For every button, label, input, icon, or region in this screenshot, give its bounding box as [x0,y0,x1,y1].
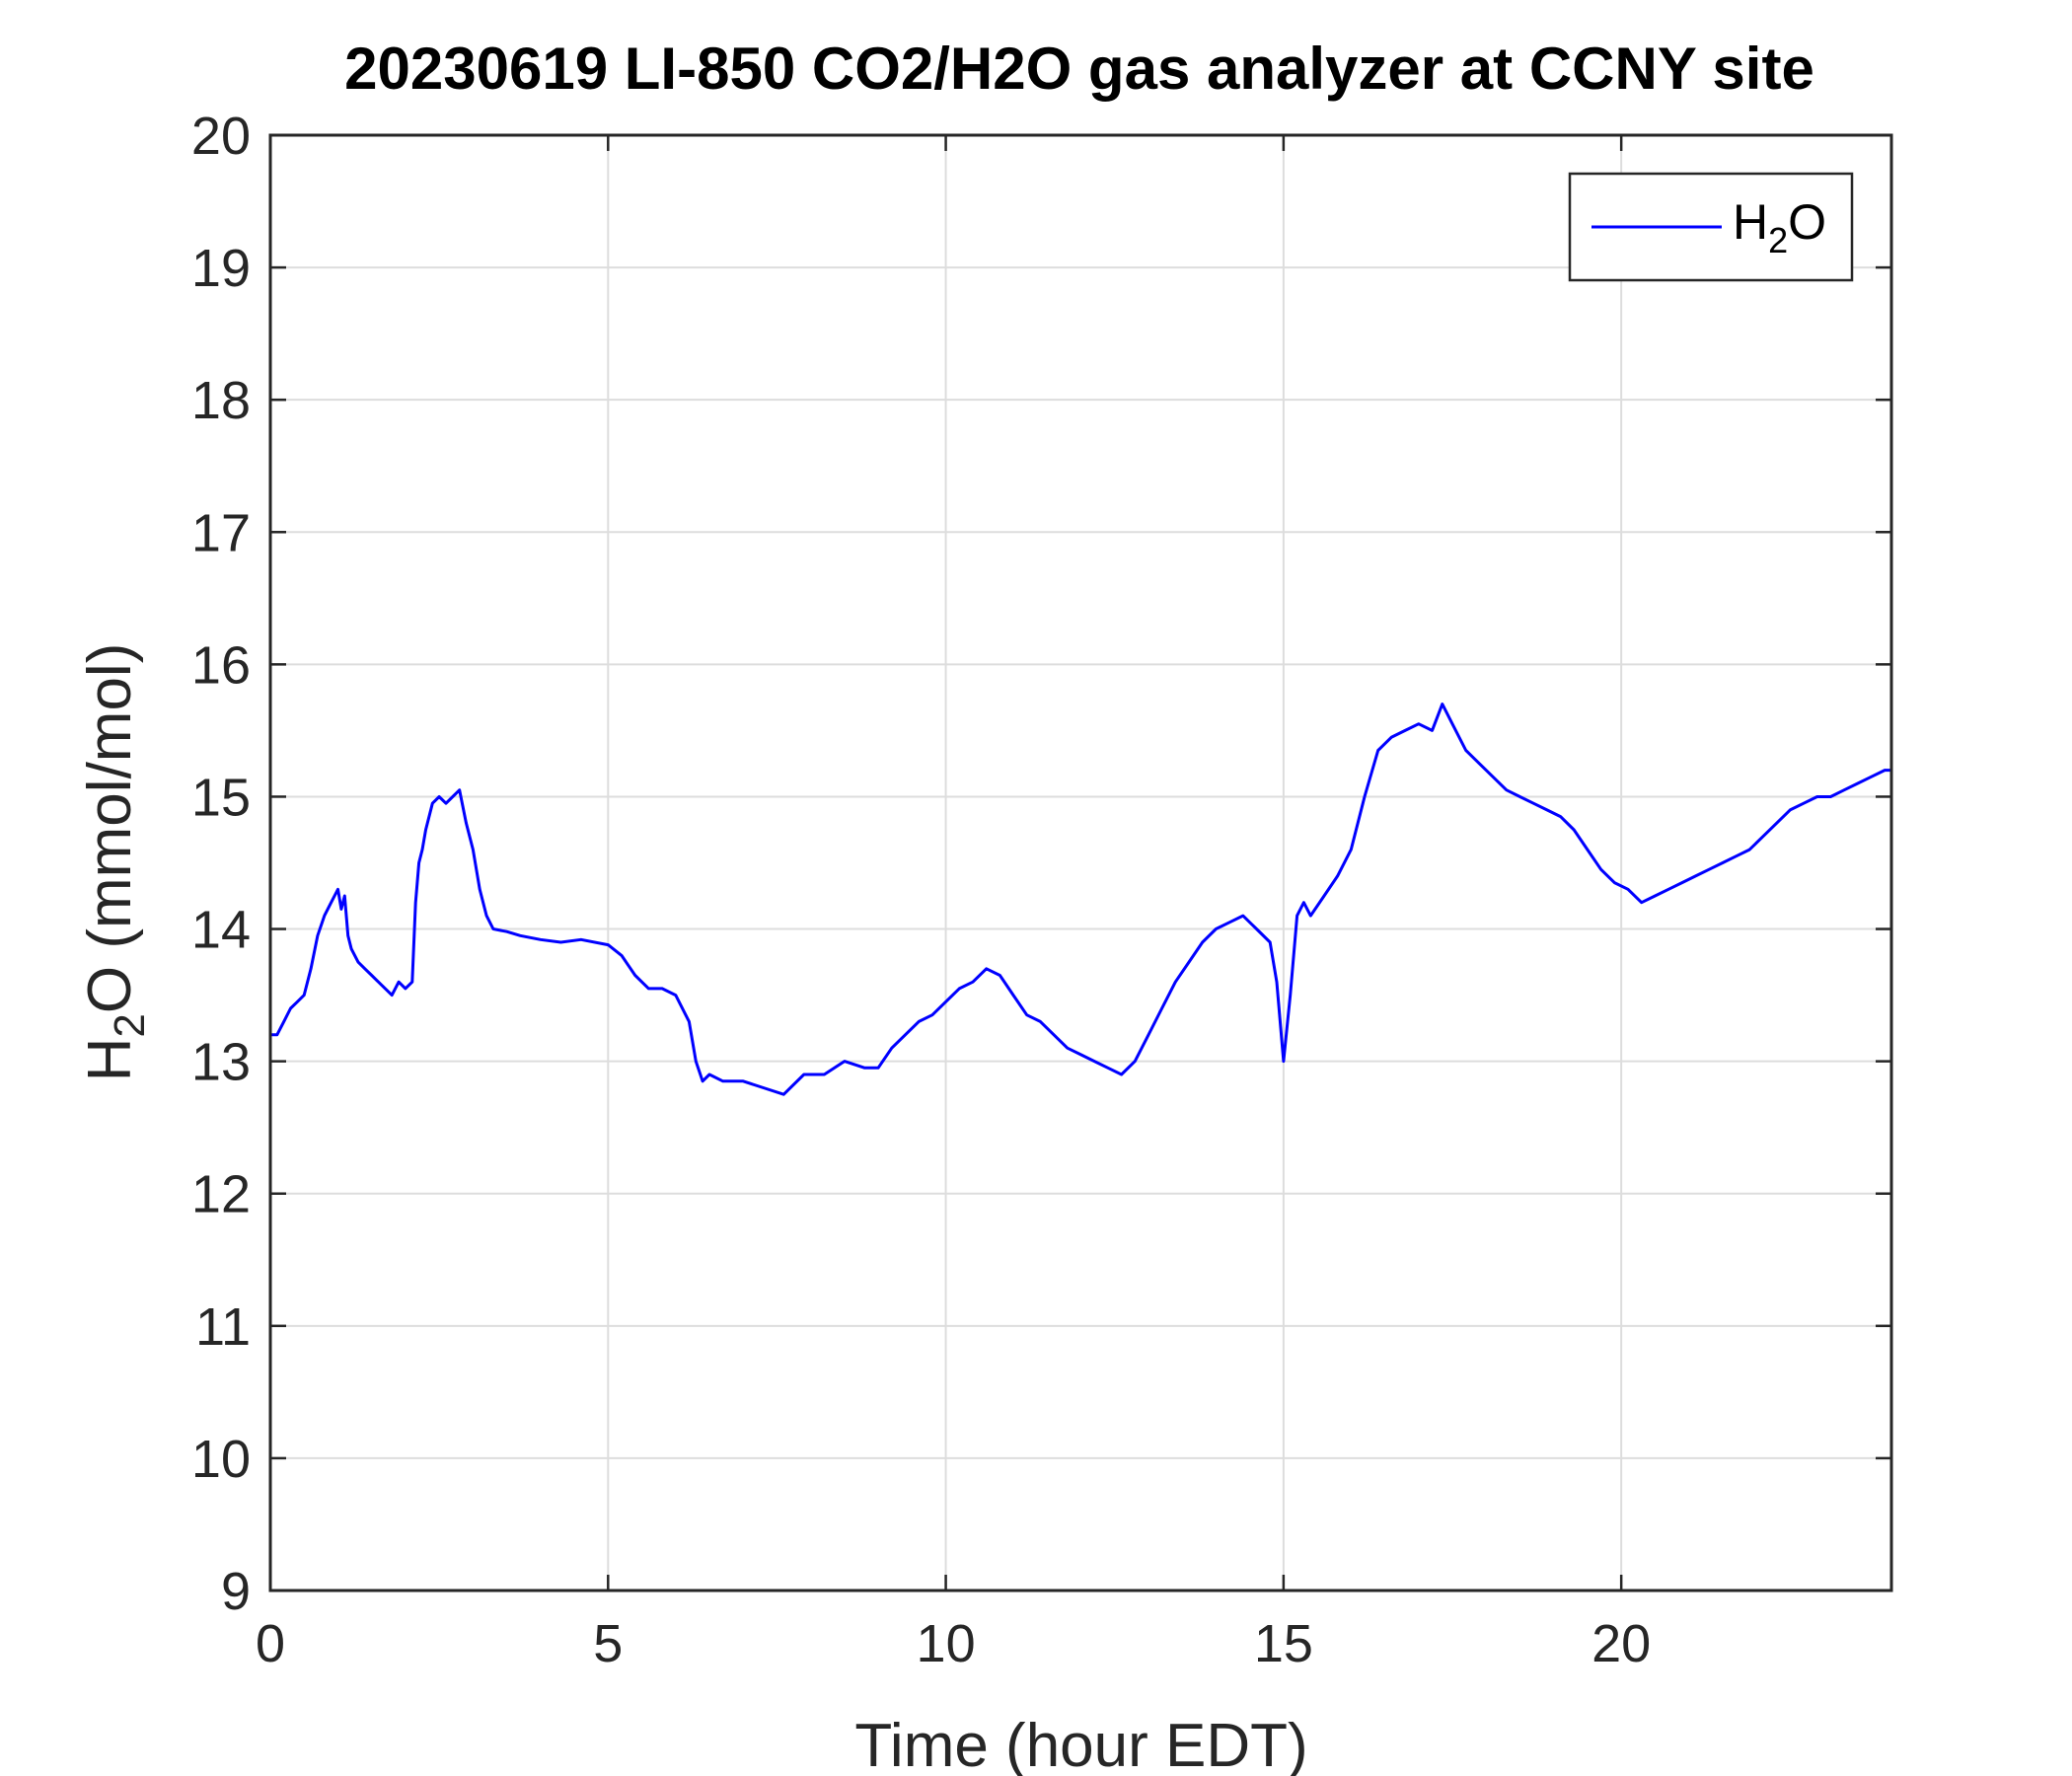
y-tick-label: 17 [191,503,251,562]
chart-title: 20230619 LI-850 CO2/H2O gas analyzer at … [344,36,1814,102]
x-tick-label: 15 [1254,1614,1313,1673]
y-tick-label: 10 [191,1430,251,1489]
y-axis-label: H2O (mmol/mol) [76,643,154,1082]
x-tick-label: 10 [917,1614,976,1673]
y-axis-label-prefix: H [76,1038,144,1082]
y-tick-labels: 9 10 11 12 13 14 15 16 17 18 19 20 [191,107,251,1621]
legend-entry-h2o: H2O [1733,194,1826,260]
y-tick-label: 15 [191,768,251,827]
x-tick-label: 0 [256,1614,285,1673]
y-tick-label: 12 [191,1165,251,1224]
legend-entry-suffix: O [1788,194,1826,250]
x-tick-label: 5 [593,1614,623,1673]
axes-box [268,133,1893,1592]
y-tick-label: 9 [221,1562,251,1621]
legend-entry-prefix: H [1733,194,1768,250]
x-axis-label: Time (hour EDT) [854,1712,1307,1776]
y-tick-label: 14 [191,901,251,960]
y-tick-label: 20 [191,107,251,166]
h2o-series-line [270,703,1891,1096]
legend-entry-subscript: 2 [1768,220,1788,260]
y-tick-label: 16 [191,635,251,695]
grid-lines [270,135,1891,1591]
legend: H2O [1568,172,1854,282]
y-axis-label-subscript: 2 [106,1013,154,1037]
x-tick-labels: 0 5 10 15 20 [256,1614,1651,1673]
y-tick-label: 13 [191,1033,251,1092]
y-tick-label: 18 [191,371,251,430]
y-axis-label-suffix: O (mmol/mol) [76,643,144,1013]
y-tick-label: 19 [191,239,251,298]
plot-area [270,135,1891,1591]
x-tick-label: 20 [1591,1614,1651,1673]
y-tick-label: 11 [195,1297,251,1357]
